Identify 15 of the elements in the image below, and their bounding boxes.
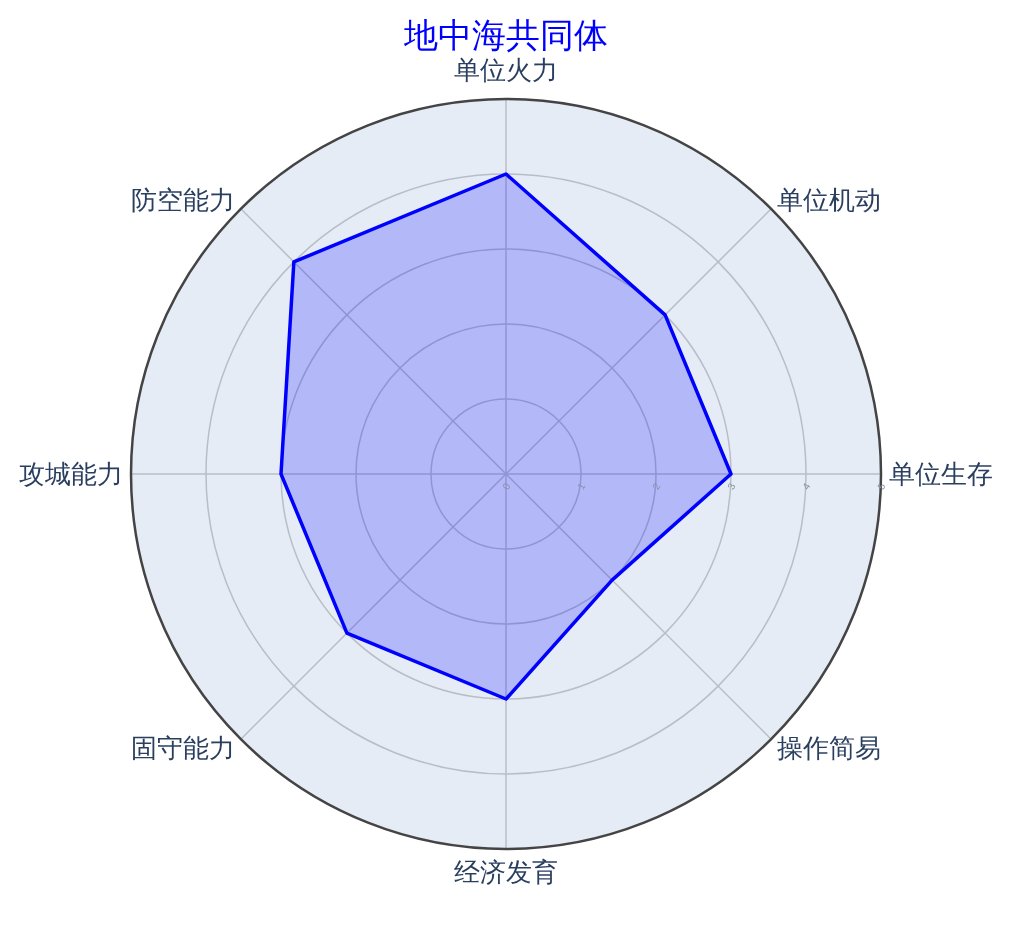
y-tick-label: 2 bbox=[650, 480, 663, 492]
y-tick-label: 3 bbox=[725, 480, 738, 492]
spoke-label: 操作简易 bbox=[776, 732, 881, 763]
chart-title: 地中海共同体 bbox=[403, 16, 608, 54]
y-tick-label: 5 bbox=[875, 480, 888, 492]
y-tick-label: 4 bbox=[800, 480, 813, 492]
spoke-label: 固守能力 bbox=[131, 732, 236, 763]
spoke-label: 防空能力 bbox=[131, 185, 236, 216]
spoke-label: 经济发育 bbox=[454, 857, 558, 887]
spoke-label: 单位机动 bbox=[776, 185, 881, 216]
spoke-label: 单位火力 bbox=[454, 55, 558, 85]
spoke-label: 单位生存 bbox=[889, 459, 993, 489]
y-tick-label: 1 bbox=[575, 480, 588, 492]
spoke-label: 攻城能力 bbox=[19, 459, 123, 489]
y-tick-label: 0 bbox=[500, 480, 513, 492]
